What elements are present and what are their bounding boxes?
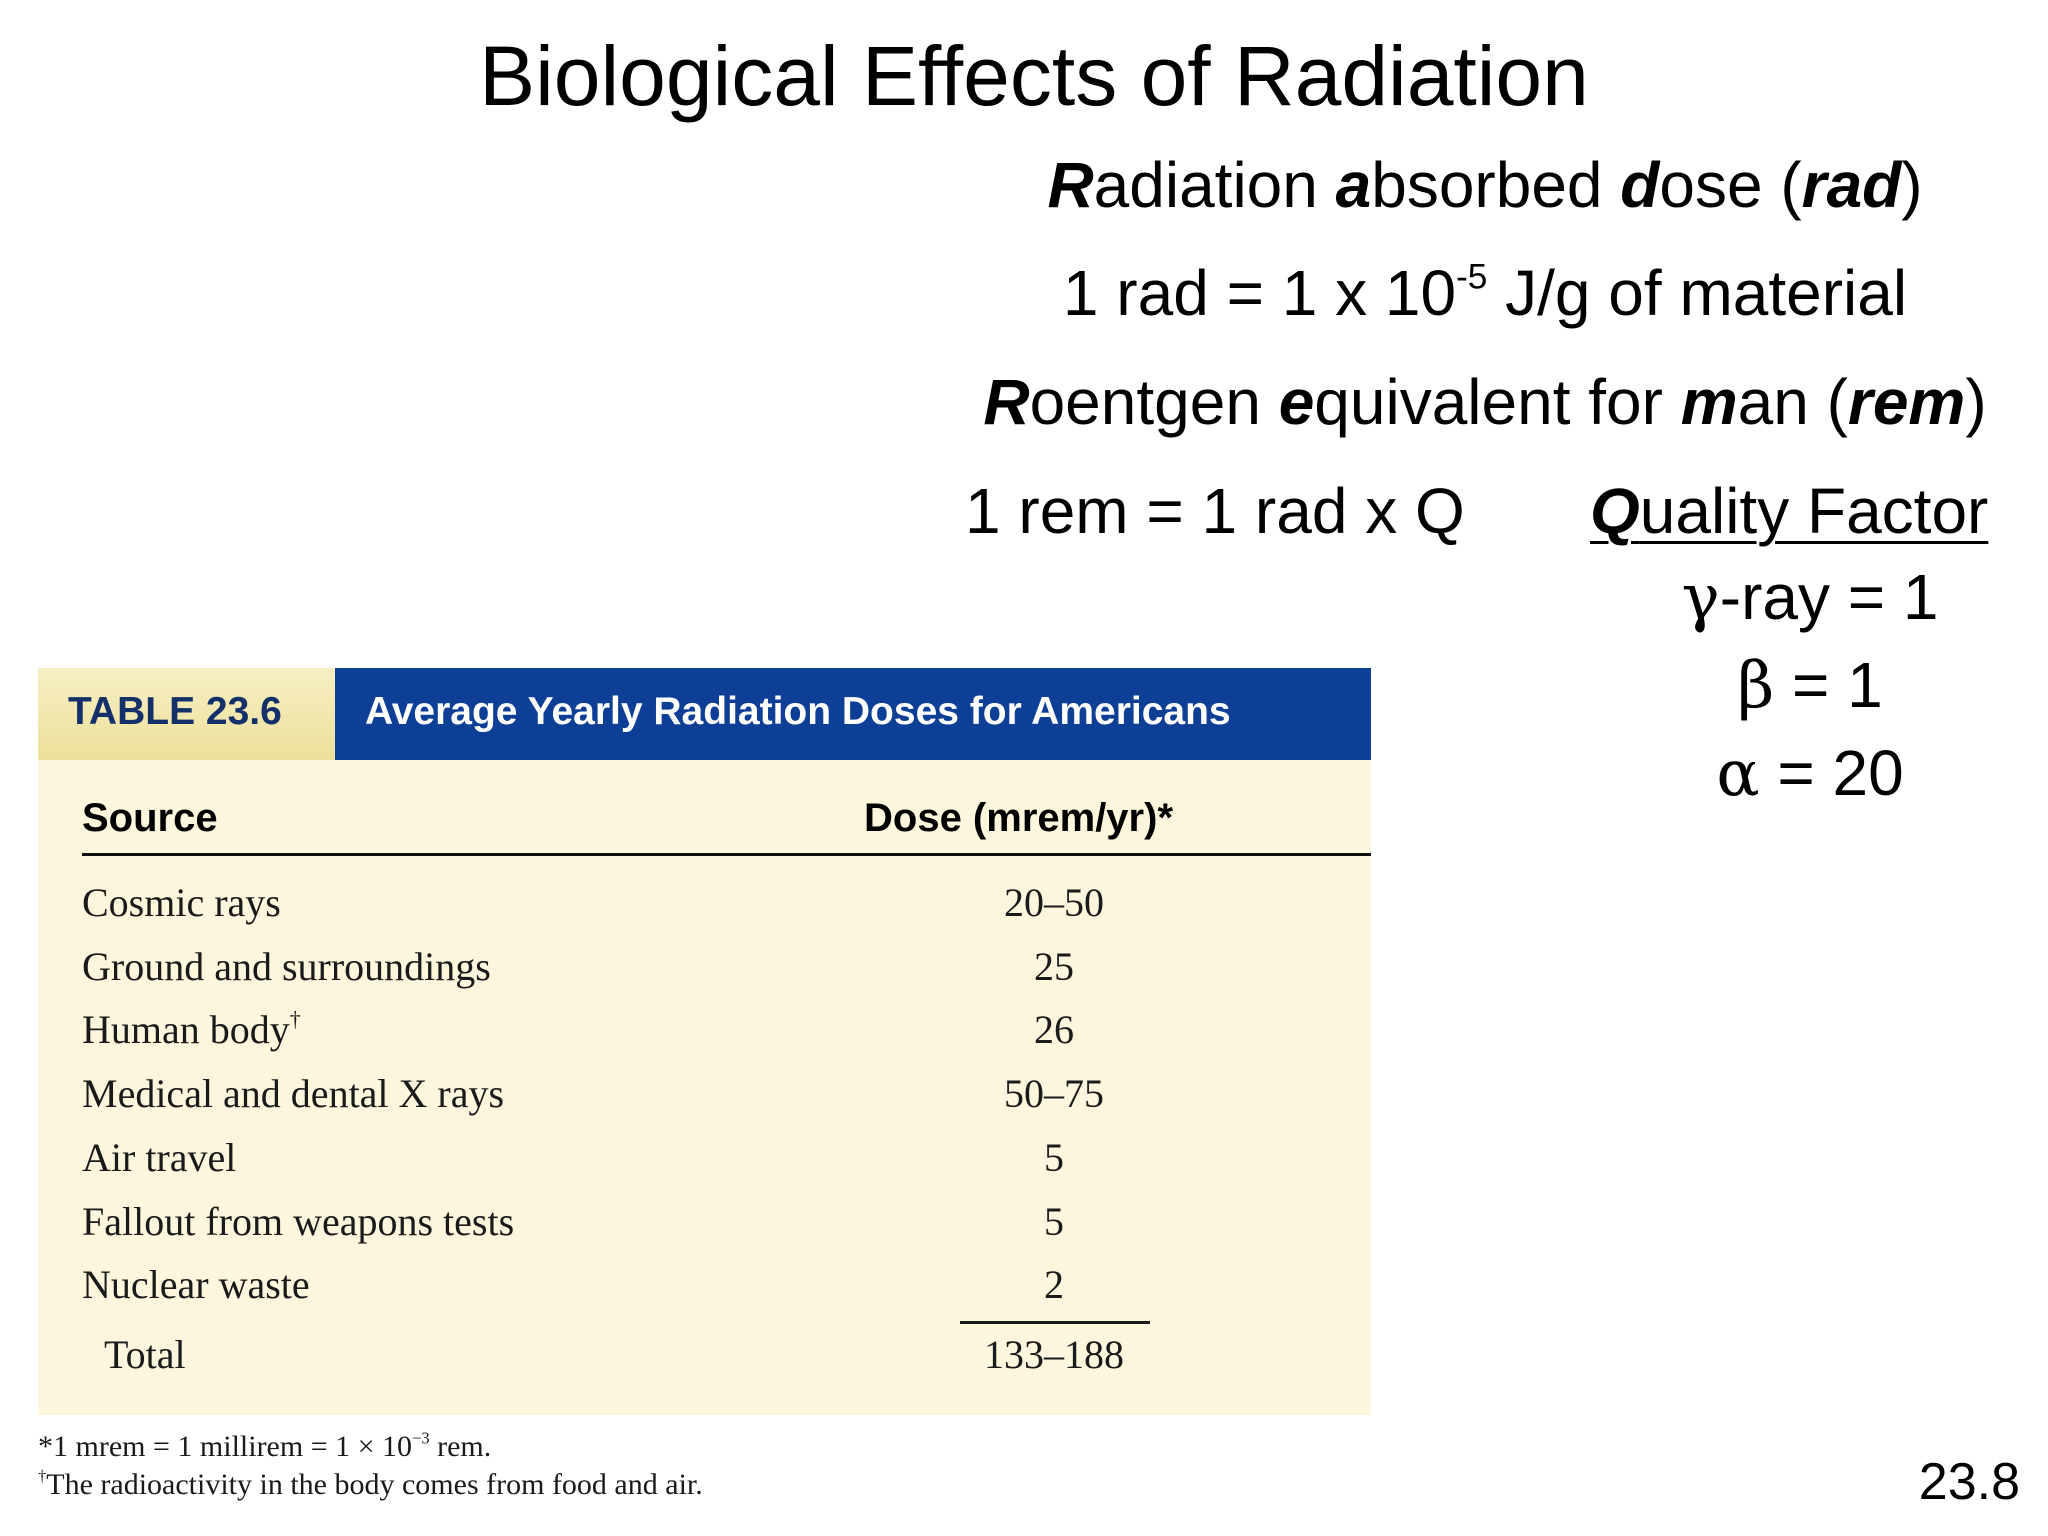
quality-factor-beta: β = 1 [1737,649,1883,723]
quality-factor-gamma: γ-ray = 1 [1681,561,1939,635]
table-row: Nuclear waste 2 [38,1261,1371,1325]
row-source-with-mark: Human body† [82,1006,301,1052]
table-number: TABLE 23.6 [38,668,335,760]
page-number: 23.8 [1918,1453,2020,1511]
row-source: Ground and surroundings [82,944,491,989]
table-row: Medical and dental X rays 50–75 [38,1070,1371,1134]
row-source: Cosmic rays [82,880,281,925]
total-label: Total [104,1332,186,1377]
footnote-body-radioactivity: †The radioactivity in the body comes fro… [38,1466,703,1501]
row-dose: 2 [1044,1262,1064,1307]
quality-factor-alpha: α = 20 [1716,737,1904,811]
table-row: Air travel 5 [38,1134,1371,1198]
footnote-mrem: *1 mrem = 1 millirem = 1 × 10−3 rem. [38,1428,492,1463]
row-dose: 26 [1034,1007,1074,1052]
row-source: Fallout from weapons tests [82,1199,515,1244]
row-dose: 5 [1044,1135,1064,1180]
row-source: Medical and dental X rays [82,1071,505,1116]
total-dose: 133–188 [984,1332,1124,1377]
row-dose: 25 [1034,944,1074,989]
table-row: Ground and surroundings 25 [38,943,1371,1007]
row-dose: 5 [1044,1199,1064,1244]
row-dose: 20–50 [1004,880,1104,925]
rad-equation: 1 rad = 1 x 10-5 J/g of material [1062,257,1908,329]
rem-equation: 1 rem = 1 rad x Q [965,475,1465,547]
dagger-mark: † [289,1006,301,1032]
slide-title: Biological Effects of Radiation [479,29,1589,123]
column-header-dose: Dose (mrem/yr)* [864,796,1174,840]
table-total-row: Total 133–188 [38,1331,1371,1395]
table-caption: Average Yearly Radiation Doses for Ameri… [335,668,1371,760]
table-row: Fallout from weapons tests 5 [38,1198,1371,1262]
total-divider [960,1321,1150,1324]
rad-definition: Radiation absorbed dose (rad) [1047,149,1923,221]
radiation-dose-table: TABLE 23.6 Average Yearly Radiation Dose… [38,668,1371,1415]
row-source: Air travel [82,1135,237,1180]
table-row: Cosmic rays 20–50 [38,879,1371,943]
table-row: Human body† 26 [38,1006,1371,1070]
table-header-bar: TABLE 23.6 Average Yearly Radiation Dose… [38,668,1371,760]
column-header-source: Source [82,796,218,840]
rem-definition: Roentgen equivalent for man (rem) [983,366,1987,438]
quality-factor-heading: Quality Factor [1590,475,1989,547]
row-source: Nuclear waste [82,1262,310,1307]
header-divider [82,853,1371,856]
row-dose: 50–75 [1004,1071,1104,1116]
